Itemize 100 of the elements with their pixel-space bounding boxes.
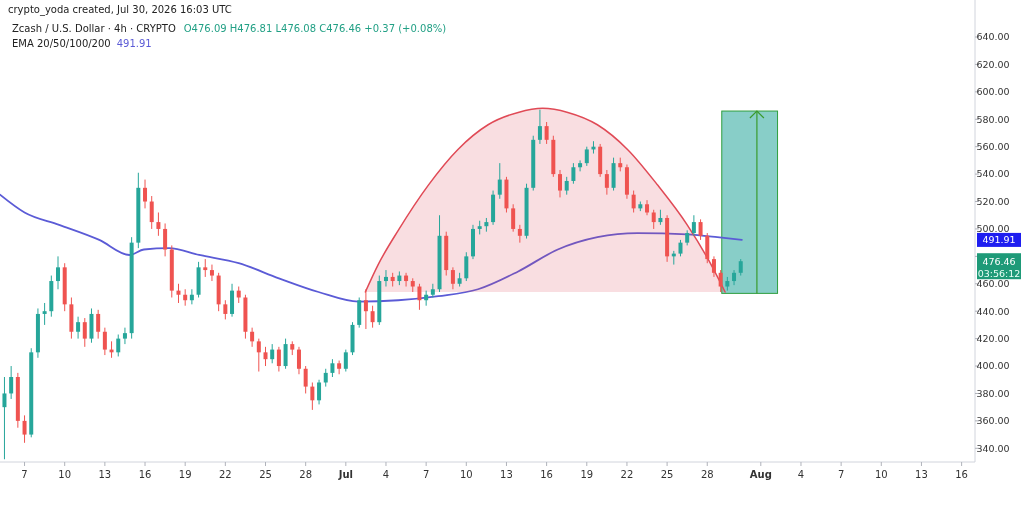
text: Zcash / U.S. Dollar · 4h · CRYPTO	[12, 23, 176, 34]
candlestick	[711, 255, 716, 278]
candlestick	[631, 190, 636, 213]
x-tick-label: 10	[874, 469, 888, 480]
candlestick	[404, 272, 409, 288]
candlestick	[276, 346, 281, 373]
candlestick	[42, 302, 47, 326]
candlestick	[296, 346, 301, 375]
candlestick	[537, 109, 542, 145]
x-tick-label: 4	[797, 469, 805, 480]
x-tick-label: 4	[382, 469, 390, 480]
candlestick	[250, 327, 255, 348]
y-tick-label: 560.00	[976, 141, 1010, 153]
candlestick	[571, 162, 576, 185]
y-tick-label: 440.00	[976, 305, 1010, 317]
candlestick	[705, 232, 710, 264]
candlestick	[303, 365, 308, 394]
x-tick-label: 7	[422, 469, 430, 480]
candlestick	[270, 343, 275, 364]
annotation: crypto_yoda created, Jul 30, 2026 16:03 UTC	[8, 4, 232, 16]
y-tick-label: 400.00	[976, 360, 1010, 372]
candlestick	[176, 283, 181, 304]
x-tick-label: Aug	[749, 469, 772, 480]
candlestick	[651, 209, 656, 230]
candlestick	[383, 269, 388, 288]
x-tick-label: 28	[299, 469, 313, 480]
candlestick	[143, 179, 148, 209]
x-tick-label: 16	[955, 469, 968, 480]
candlestick	[578, 159, 583, 172]
y-tick-label: 340.00	[976, 442, 1010, 454]
text: 03:56:12	[977, 267, 1021, 279]
candlestick	[156, 211, 161, 237]
candlestick	[370, 305, 375, 329]
x-tick-label: 7	[21, 469, 28, 480]
x-tick-label: 16	[540, 469, 553, 480]
candlestick	[263, 346, 268, 367]
candlestick	[189, 288, 194, 305]
candlestick	[102, 327, 107, 356]
y-tick-label: 600.00	[976, 86, 1010, 98]
candlestick	[464, 251, 469, 282]
candlestick	[584, 146, 589, 167]
text: 476.46	[982, 255, 1016, 267]
candlestick	[337, 360, 342, 375]
candlestick	[96, 309, 101, 340]
candlestick	[56, 255, 61, 290]
y-tick-label: 420.00	[976, 332, 1010, 344]
candlestick	[691, 214, 696, 237]
candlestick	[283, 338, 288, 370]
annotation: O476.09 H476.81 L476.08 C476.46 +0.37 (+0.08%)	[183, 23, 447, 34]
x-tick-label: 25	[259, 469, 272, 480]
candlestick	[230, 283, 235, 318]
candlestick	[149, 195, 154, 230]
x-tick-label: 28	[700, 469, 714, 480]
candlestick	[698, 218, 703, 241]
candlestick	[256, 338, 261, 373]
candlestick	[22, 414, 27, 444]
candlestick	[511, 203, 516, 233]
y-tick-label: 460.00	[976, 278, 1010, 290]
x-tick-label: 13	[500, 469, 513, 480]
x-tick-label: 19	[178, 469, 192, 480]
candlestick	[645, 199, 650, 216]
text: 491.91	[982, 234, 1016, 246]
candlestick	[424, 290, 429, 307]
candlestick	[9, 365, 14, 400]
candlestick	[163, 222, 168, 257]
candlestick	[732, 269, 737, 286]
x-tick-label: 16	[138, 469, 152, 480]
x-tick-label: Jul	[337, 469, 353, 480]
line-series	[0, 193, 743, 303]
x-tick-label: 10	[58, 469, 72, 480]
x-tick-label: 13	[915, 469, 928, 480]
candlestick	[363, 288, 368, 330]
candlestick	[116, 334, 121, 357]
y-tick-label: 640.00	[976, 31, 1010, 43]
candlestick	[417, 283, 422, 311]
candlestick	[343, 349, 348, 373]
candlestick	[558, 169, 563, 198]
x-tick-label: 22	[620, 469, 634, 480]
y-tick-label: 520.00	[976, 195, 1010, 207]
x-tick-label: 22	[218, 469, 232, 480]
candlestick	[223, 299, 228, 320]
x-tick-label: 10	[459, 469, 473, 480]
candlestick	[122, 327, 127, 345]
y-tick-label: 360.00	[976, 415, 1010, 427]
candlestick	[82, 317, 87, 348]
y-tick-label: 380.00	[976, 387, 1010, 399]
candlestick	[544, 121, 549, 145]
candlestick	[718, 269, 723, 293]
annotation: 491.91	[116, 38, 152, 49]
x-tick-label: 13	[98, 469, 112, 480]
candlestick	[317, 379, 322, 405]
candlestick	[310, 381, 315, 411]
candlestick	[517, 224, 522, 244]
candlestick	[76, 316, 81, 340]
candlestick	[497, 162, 502, 200]
y-tick-label: 540.00	[976, 168, 1010, 180]
x-tick-label: 19	[580, 469, 594, 480]
y-tick-label: 620.00	[976, 58, 1010, 70]
candlestick	[209, 264, 214, 282]
text: EMA 20/50/100/200	[12, 38, 111, 49]
